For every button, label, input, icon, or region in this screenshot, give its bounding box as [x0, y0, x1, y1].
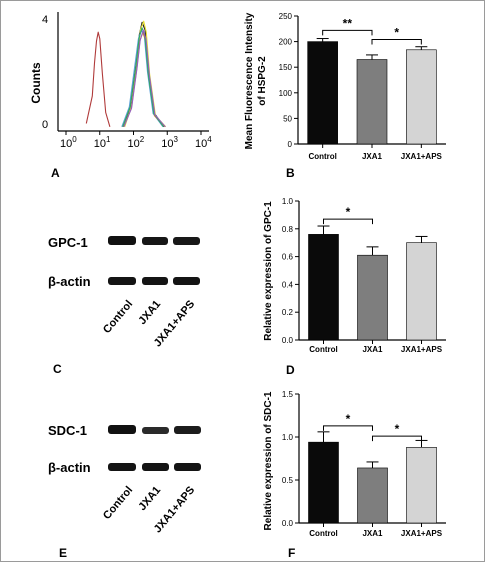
blot-lane-label: Control [101, 298, 135, 336]
panel-letter-e: E [59, 546, 67, 560]
blot-band [174, 426, 201, 434]
bar [406, 447, 437, 524]
y-tick-label: 0.2 [282, 308, 294, 317]
y-tick-label: 1.0 [282, 433, 294, 442]
blot-band [174, 463, 201, 471]
panel-e: SDC-1 β-actin Control JXA1 JXA1+APS E [48, 423, 201, 560]
histogram-x-tick-label: 102 [128, 135, 145, 150]
histogram-curves [85, 20, 167, 128]
significance-label: * [346, 412, 351, 426]
y-tick-label: 200 [279, 38, 293, 47]
y-tick-label: 0 [288, 140, 293, 149]
panel-letter-a: A [51, 166, 60, 180]
x-tick-label: JXA1 [362, 345, 383, 354]
significance-bracket [322, 29, 373, 36]
blot-band-label: SDC-1 [48, 423, 87, 438]
blot-band [142, 463, 169, 471]
blot-band [108, 425, 136, 434]
y-tick-label: 150 [279, 63, 293, 72]
blot-band [173, 237, 200, 245]
histogram-y-axis-label: Counts [29, 62, 43, 104]
panel-d-bar-chart: 0.0 0.2 0.4 0.6 0.8 1.0 Relative expression of… [263, 197, 446, 377]
x-tick-label: JXA1+APS [401, 152, 443, 161]
y-tick-label: 0.0 [282, 336, 294, 345]
significance-bracket [323, 218, 373, 225]
x-tick-label: JXA1+APS [401, 345, 443, 354]
histogram-y-tick-label: 0 [42, 119, 48, 131]
y-tick-label: 0.0 [282, 519, 294, 528]
y-tick-label: 0.8 [282, 225, 294, 234]
panel-letter-f: F [288, 546, 295, 560]
bar [308, 441, 339, 524]
histogram-curve [123, 29, 166, 128]
significance-label: * [346, 205, 351, 219]
blot-band [108, 236, 136, 245]
bar [406, 242, 437, 341]
y-tick-label: 0.4 [282, 280, 294, 289]
histogram-x-ticks: 100 101 102 103 104 [60, 131, 212, 150]
blot-band [142, 277, 168, 285]
blot-lane-label: JXA1 [136, 298, 163, 327]
x-tick-label: JXA1+APS [401, 529, 443, 538]
y-tick-label: 1.0 [282, 197, 294, 206]
blot-band-label: β-actin [48, 274, 91, 289]
panel-letter-c: C [53, 362, 62, 376]
bar [356, 59, 388, 145]
x-tick-label: Control [308, 152, 336, 161]
y-tick-label: 50 [283, 114, 292, 123]
y-tick-label: 100 [279, 89, 293, 98]
panel-b-bar-chart: 0 50 100 150 200 250 Mean Fluorescence Intensi… [244, 12, 446, 180]
histogram-curve [122, 27, 165, 128]
blot-band [108, 463, 136, 471]
panel-f-bar-chart: 0.0 0.5 1.0 1.5 Relative expression of SDC-1… [263, 390, 446, 560]
panel-letter-d: D [286, 363, 295, 377]
histogram-x-tick-label: 104 [195, 135, 212, 150]
blot-band [142, 427, 169, 434]
histogram-x-tick-label: 100 [60, 135, 77, 150]
blot-band [142, 237, 168, 245]
significance-label: * [394, 26, 399, 40]
x-tick-label: Control [309, 345, 337, 354]
histogram-x-tick-label: 101 [94, 135, 111, 150]
bar [308, 234, 339, 341]
bar [357, 467, 388, 524]
significance-label: * [395, 422, 400, 436]
panel-letter-b: B [286, 166, 295, 180]
histogram-x-tick-label: 103 [161, 135, 178, 150]
bar [357, 254, 388, 341]
y-tick-label: 1.5 [282, 390, 294, 399]
histogram-y-tick-label: 4 [42, 14, 48, 26]
y-axis-label: of HSPG-2 [257, 56, 268, 106]
y-tick-label: 250 [279, 12, 293, 21]
x-tick-label: JXA1 [362, 152, 383, 161]
y-tick-label: 0.5 [282, 476, 294, 485]
blot-lane-label: Control [101, 484, 135, 522]
blot-lane-label: JXA1 [136, 484, 163, 513]
bar [307, 41, 338, 145]
y-axis-label: Relative expression of GPC-1 [263, 201, 274, 341]
blot-band-label: β-actin [48, 460, 91, 475]
blot-band [173, 277, 200, 285]
panel-a: 4 0 Counts 100 101 102 103 104 A [29, 12, 212, 180]
significance-bracket [323, 425, 373, 431]
bar [406, 49, 437, 145]
x-tick-label: Control [309, 529, 337, 538]
y-axis-label: Mean Fluorescence Intensity [244, 12, 255, 149]
y-tick-label: 0.6 [282, 253, 294, 262]
significance-bracket [372, 435, 422, 442]
blot-band [108, 277, 136, 285]
histogram-curve [85, 31, 111, 127]
y-axis-label: Relative expression of SDC-1 [263, 391, 274, 530]
x-tick-label: JXA1 [362, 529, 383, 538]
significance-label: ** [343, 16, 353, 30]
blot-band-label: GPC-1 [48, 235, 88, 250]
significance-bracket [371, 39, 422, 45]
panel-c: GPC-1 β-actin Control JXA1 JXA1+APS C [48, 235, 200, 376]
